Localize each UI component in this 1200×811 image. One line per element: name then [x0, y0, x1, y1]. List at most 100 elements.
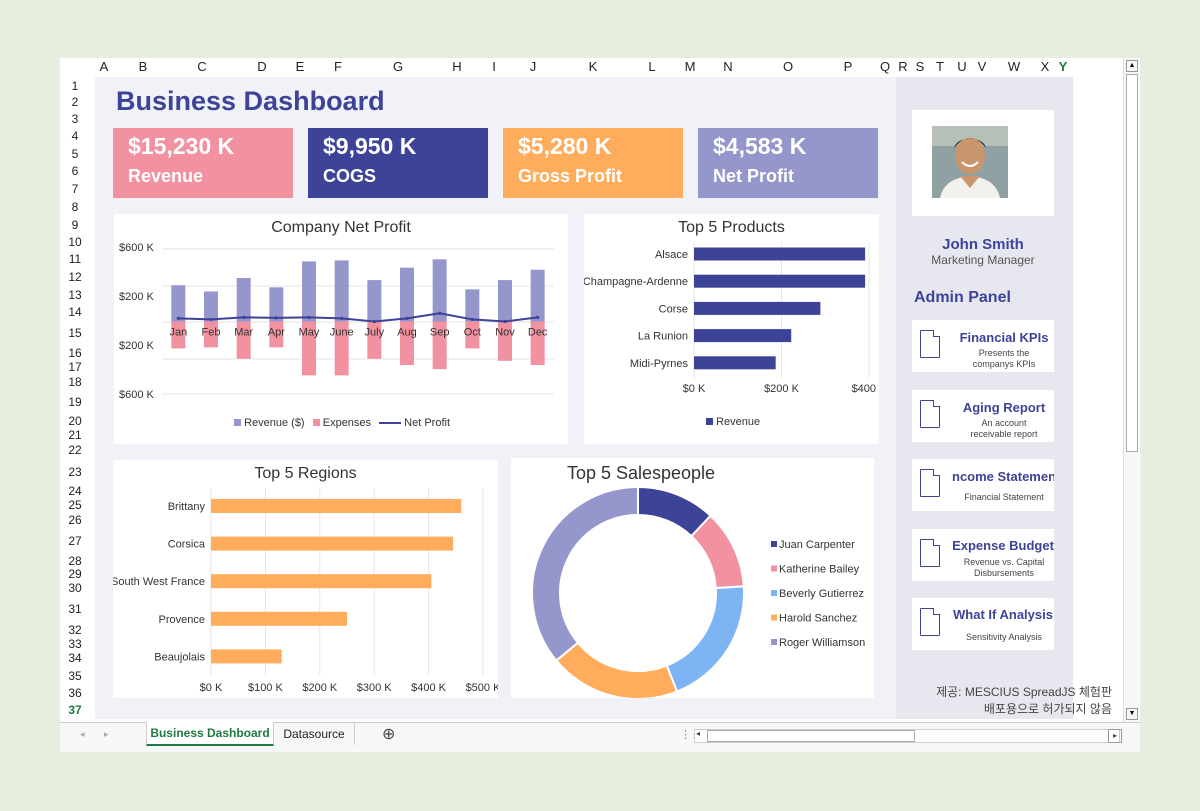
column-header[interactable]: U: [957, 59, 967, 74]
row-header[interactable]: 17: [68, 360, 82, 374]
row-header[interactable]: 24: [68, 484, 82, 498]
column-header[interactable]: Y: [1058, 59, 1068, 74]
expense-bar: [530, 321, 545, 365]
scroll-right-button[interactable]: ▸: [1108, 729, 1122, 743]
top-products-chart[interactable]: Top 5 Products $0 K $200 K $400 K Alsace Cha…: [584, 214, 879, 444]
row-header[interactable]: 4: [71, 129, 79, 143]
column-header[interactable]: K: [588, 59, 598, 74]
row-header[interactable]: 22: [68, 443, 82, 457]
row-header[interactable]: 15: [68, 326, 82, 340]
column-header[interactable]: E: [295, 59, 305, 74]
bar: [694, 274, 866, 288]
row-header[interactable]: 13: [68, 288, 82, 302]
tab-datasource[interactable]: Datasource: [274, 723, 355, 745]
row-header[interactable]: 9: [71, 218, 79, 232]
column-header[interactable]: O: [782, 59, 794, 74]
add-sheet-icon[interactable]: ⊕: [382, 726, 396, 743]
row-header[interactable]: 19: [68, 395, 82, 409]
tab-nav-next-icon[interactable]: ▸: [104, 729, 109, 739]
row-header[interactable]: 27: [68, 534, 82, 548]
kpi-cogs: $9,950 K COGS: [308, 128, 488, 198]
row-header[interactable]: 33: [68, 637, 82, 651]
row-header[interactable]: 26: [68, 513, 82, 527]
column-header[interactable]: L: [648, 59, 656, 74]
row-header[interactable]: 36: [68, 686, 82, 700]
kpi-label: COGS: [323, 166, 377, 186]
column-header[interactable]: J: [529, 59, 537, 74]
net-profit-chart[interactable]: Company Net Profit Jan Feb Mar Apr May June Ju…: [114, 214, 568, 444]
tab-nav-prev-icon[interactable]: ◂: [80, 729, 85, 739]
row-header[interactable]: 3: [71, 112, 79, 126]
x-tick: July: [365, 327, 385, 339]
column-header[interactable]: D: [257, 59, 267, 74]
row-header[interactable]: 21: [68, 428, 82, 442]
expense-bar: [171, 321, 186, 349]
kpi-label: Revenue: [128, 166, 204, 186]
bar: [694, 356, 776, 370]
column-header[interactable]: S: [915, 59, 925, 74]
scroll-thumb[interactable]: [1126, 74, 1138, 452]
column-header[interactable]: Q: [879, 59, 891, 74]
row-header[interactable]: 10: [68, 235, 82, 249]
column-header[interactable]: N: [723, 59, 733, 74]
admin-item-expense-budget[interactable]: Expense Budget Revenue vs. Capital Disbu…: [912, 529, 1054, 581]
kpi-label: Net Profit: [713, 166, 794, 186]
scroll-down-button[interactable]: ▼: [1126, 708, 1138, 720]
row-header[interactable]: 16: [68, 346, 82, 360]
expense-bar: [367, 321, 382, 359]
salespeople-chart[interactable]: Top 5 Salespeople Juan Carpenter Katherin…: [511, 458, 874, 698]
scroll-thumb[interactable]: [707, 730, 915, 742]
column-header[interactable]: H: [452, 59, 462, 74]
admin-item-income-statement[interactable]: ncome Statemen Financial Statement: [912, 459, 1054, 511]
row-header[interactable]: 28: [68, 554, 82, 568]
vertical-scrollbar[interactable]: ▲ ▼: [1123, 58, 1139, 722]
net-profit-point: [372, 319, 376, 324]
column-header[interactable]: P: [843, 59, 853, 74]
kpi-value: $4,583 K: [713, 133, 807, 159]
admin-item-aging-report[interactable]: Aging Report An account receivable repor…: [912, 390, 1054, 442]
column-header[interactable]: V: [977, 59, 987, 74]
column-header[interactable]: X: [1040, 59, 1050, 74]
row-header[interactable]: 8: [71, 200, 79, 214]
admin-item-financial-kpis[interactable]: Financial KPIs Presents the companys KPI…: [912, 320, 1054, 372]
row-header[interactable]: 35: [68, 669, 82, 683]
row-header[interactable]: 5: [71, 147, 79, 161]
bar: [211, 649, 282, 664]
column-header[interactable]: C: [197, 59, 207, 74]
row-header[interactable]: 20: [68, 414, 82, 428]
row-header[interactable]: 25: [68, 498, 82, 512]
scroll-left-button[interactable]: ◂: [696, 729, 701, 738]
row-header[interactable]: 23: [68, 465, 82, 479]
row-header[interactable]: 2: [71, 95, 79, 109]
row-header[interactable]: 30: [68, 581, 82, 595]
horizontal-scrollbar[interactable]: ◂: [694, 729, 1120, 743]
column-header[interactable]: M: [684, 59, 696, 74]
row-header[interactable]: 1: [71, 79, 79, 93]
row-header[interactable]: 29: [68, 567, 82, 581]
row-header[interactable]: 37: [68, 703, 82, 717]
tab-business-dashboard[interactable]: Business Dashboard: [146, 722, 274, 746]
column-header[interactable]: T: [936, 59, 944, 74]
column-header[interactable]: W: [1007, 59, 1021, 74]
scroll-up-button[interactable]: ▲: [1126, 60, 1138, 72]
legend-revenue: Revenue ($): [244, 417, 305, 429]
column-header[interactable]: R: [898, 59, 908, 74]
column-header[interactable]: G: [392, 59, 404, 74]
column-header[interactable]: I: [492, 59, 496, 74]
row-header[interactable]: 7: [71, 182, 79, 196]
column-header[interactable]: A: [99, 59, 109, 74]
row-header[interactable]: 14: [68, 305, 82, 319]
row-header[interactable]: 31: [68, 602, 82, 616]
row-header[interactable]: 11: [68, 252, 82, 266]
top-regions-chart[interactable]: Top 5 Regions $0 K $100 K $200 K $300 K $400…: [113, 460, 498, 698]
x-tick: Apr: [268, 327, 285, 339]
row-header[interactable]: 18: [68, 375, 82, 389]
column-header[interactable]: F: [334, 59, 342, 74]
row-header[interactable]: 32: [68, 623, 82, 637]
row-header[interactable]: 6: [71, 164, 79, 178]
column-header[interactable]: B: [138, 59, 148, 74]
splitter-icon[interactable]: ⋮: [680, 729, 691, 741]
row-header[interactable]: 12: [68, 270, 82, 284]
admin-item-what-if-analysis[interactable]: What If Analysis Sensitivity Analysis: [912, 598, 1054, 650]
row-header[interactable]: 34: [68, 651, 82, 665]
